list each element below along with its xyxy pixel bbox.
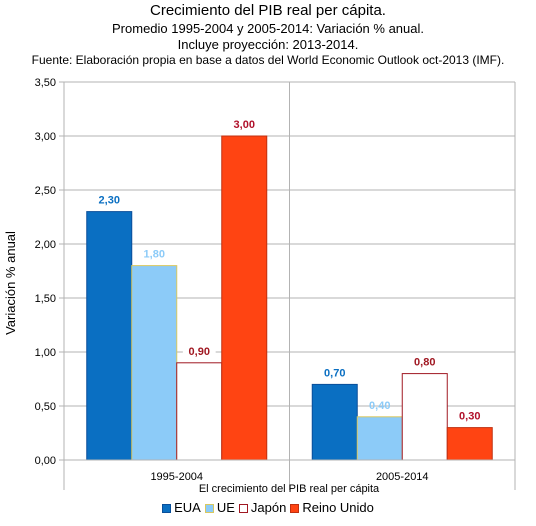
bar-eua <box>86 211 133 461</box>
legend-swatch <box>162 504 172 513</box>
y-tick-label: 1,00 <box>35 347 56 359</box>
y-tick-label: 2,00 <box>35 239 56 251</box>
bar-japón <box>401 373 448 461</box>
y-axis-label: Variación % anual <box>3 231 18 335</box>
legend-swatch <box>238 504 248 513</box>
bar-reino-unido <box>446 427 493 461</box>
data-label: 0,30 <box>459 411 480 423</box>
legend-swatch <box>204 504 214 513</box>
data-label: 0,80 <box>414 357 435 369</box>
data-labels: 2,30 1,80 0,90 3,00 0,70 0,40 0,80 0,30 <box>99 119 481 423</box>
bar-japón <box>176 362 223 461</box>
chart-title: Crecimiento del PIB real per cápita. <box>150 2 386 19</box>
data-label-bg <box>408 354 442 369</box>
bar-reino-unido <box>221 135 268 461</box>
legend-item-japón: Japón <box>238 500 287 515</box>
bar-ue <box>131 265 178 461</box>
legend-label: UE <box>216 500 235 515</box>
y-tick-label: 0,50 <box>35 401 56 413</box>
y-tick-label: 3,50 <box>35 77 56 89</box>
y-tick-label: 3,00 <box>35 131 56 143</box>
data-label: 3,00 <box>234 119 255 131</box>
y-tick-label: 2,50 <box>35 185 56 197</box>
x-tick-label: 2005-2014 <box>376 471 429 483</box>
data-label: 2,30 <box>99 195 120 207</box>
chart-subtitle-line-3: Fuente: Elaboración propia en base a dat… <box>31 53 505 67</box>
legend-label: Reino Unido <box>302 500 374 515</box>
bar-ue <box>356 416 403 461</box>
legend-swatch <box>290 504 300 513</box>
legend-item-eua: EUA <box>162 500 201 515</box>
y-tick-label: 0,00 <box>35 455 56 467</box>
legend-label: Japón <box>250 500 287 515</box>
legend-label: EUA <box>174 500 201 515</box>
x-tick-label: 1995-2004 <box>150 471 203 483</box>
bar-eua <box>311 383 358 461</box>
legend-item-ue: UE <box>204 500 235 515</box>
bars <box>86 135 493 461</box>
y-tick-label: 1,50 <box>35 293 56 305</box>
axes: 0,00 0,50 1,00 1,50 2,00 2,50 3,00 3,50 1995-200… <box>35 77 515 483</box>
chart-subtitle-line-2: Incluye proyección: 2013-2014. <box>177 37 359 52</box>
x-axis-label: El crecimiento del PIB real per cápita <box>199 483 380 495</box>
chart-subtitle-line-1: Promedio 1995-2004 y 2005-2014: Variació… <box>112 21 424 36</box>
data-label: 1,80 <box>144 249 165 261</box>
data-label: 0,70 <box>324 367 345 379</box>
legend-item-reino-unido: Reino Unido <box>290 500 374 515</box>
data-label: 0,40 <box>369 400 390 412</box>
legend: EUA UE Japón Reino Unido <box>0 500 536 515</box>
data-label-bg <box>182 343 216 358</box>
data-label: 0,90 <box>189 346 210 358</box>
